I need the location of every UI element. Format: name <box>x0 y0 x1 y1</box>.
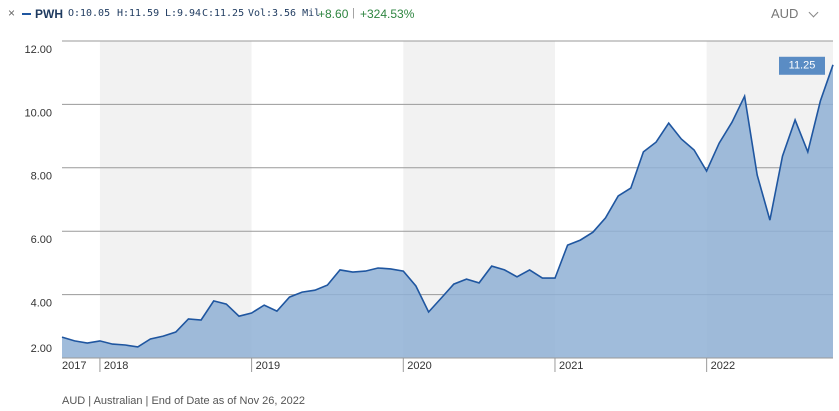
y-tick-label: 8.00 <box>31 171 52 183</box>
area <box>62 64 833 359</box>
x-tick-label: 2017 <box>62 360 86 372</box>
y-tick-label: 4.00 <box>31 298 52 310</box>
close-label: C: <box>202 8 215 19</box>
close: 11.25 <box>214 8 245 19</box>
open: 10.05 <box>80 8 111 19</box>
series-swatch <box>22 13 31 15</box>
y-tick-label: 12.00 <box>24 44 52 56</box>
open-label: O: <box>68 8 81 19</box>
high-label: H: <box>117 8 130 19</box>
last-value-badge <box>779 56 825 75</box>
last-value-label: 11.25 <box>789 60 816 72</box>
currency[interactable]: AUD <box>771 6 799 21</box>
x-tick-label: 2020 <box>407 360 431 372</box>
x-tick-label: 2019 <box>256 360 280 372</box>
vol-label: Vol: <box>248 8 273 19</box>
y-tick-label: 6.00 <box>31 234 52 246</box>
x-tick-label: 2022 <box>711 360 735 372</box>
footnote: AUD | Australian | End of Date as of Nov… <box>62 395 305 407</box>
header: × PWH O: 10.05 H: 11.59 L: 9.94 C: 11.25… <box>0 0 839 30</box>
y-tick-label: 2.00 <box>31 343 52 355</box>
low: 9.94 <box>177 8 202 19</box>
high: 11.59 <box>129 8 160 19</box>
change: +8.60 <box>318 7 349 21</box>
low-label: L: <box>165 8 178 19</box>
chart: 2.00 4.00 6.00 8.00 10.00 12.00 2017 2018 2019 20… <box>24 40 834 372</box>
x-tick-label: 2018 <box>104 360 128 372</box>
x-tick-label: 2021 <box>559 360 583 372</box>
line <box>61 64 834 348</box>
change-pct: +324.53% <box>360 7 415 21</box>
separator: | <box>352 7 355 19</box>
y-tick-label: 10.00 <box>24 107 52 119</box>
symbol: PWH <box>35 7 63 21</box>
close-icon[interactable]: × <box>8 6 16 20</box>
vol: 3.56 Mil <box>272 8 321 19</box>
